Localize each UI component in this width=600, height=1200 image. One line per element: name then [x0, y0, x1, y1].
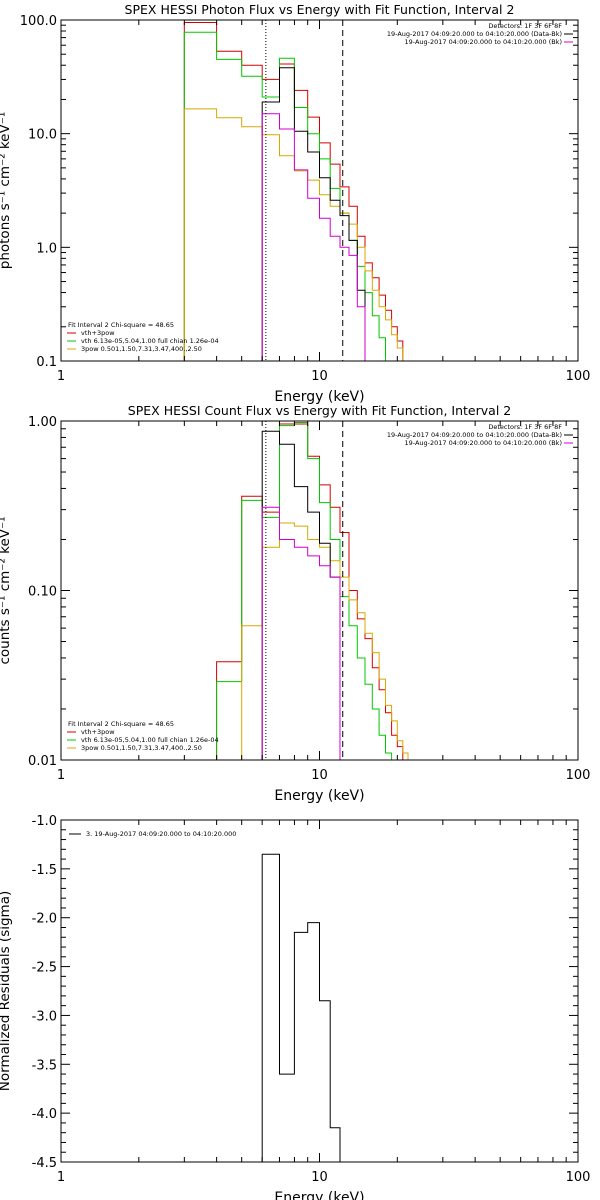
- x-tick-label: 100: [566, 1170, 591, 1185]
- series-black-line: [261, 853, 341, 1162]
- series-green-line: [216, 422, 393, 760]
- y-tick-label: 1.00: [28, 415, 57, 430]
- chart-title: SPEX HESSI Photon Flux vs Energy with Fi…: [125, 2, 515, 17]
- x-tick-label: 1: [57, 369, 65, 384]
- y-tick-label: 1.0: [36, 241, 57, 256]
- y-tick-label: 0.01: [28, 754, 57, 769]
- y-tick-label: 0.10: [28, 585, 57, 600]
- legend-entry: vth+3pow: [81, 329, 115, 337]
- series-green-line: [183, 31, 392, 361]
- x-tick-label: 10: [311, 768, 328, 783]
- legend-entry: 19-Aug-2017 04:09:20.000 to 04:10:20.000…: [405, 38, 562, 46]
- y-tick-label: 10.0: [28, 128, 57, 143]
- x-tick-label: 1: [57, 768, 65, 783]
- legend-entry: 3pow 0.501,1.50,7.31,3.47,400.,2.50: [81, 744, 202, 752]
- y-tick-label: -1.0: [32, 814, 57, 829]
- residuals-panel: 1 10 100 -4.5 -4.0 -3.5 -3.0 -2.5 -2.0 -1.5 -1.0 En…: [0, 814, 590, 1200]
- y-tick-label: 0.1: [36, 355, 57, 370]
- series-red-line: [183, 22, 404, 361]
- legend-entry: vth 6.13e-05,5.04,1.00 full chian 1.26e-…: [81, 736, 219, 744]
- legend-entry: Detectors: 1F 3F 6F 8F: [488, 423, 562, 431]
- series-yellow-line: [241, 522, 423, 760]
- y-tick-label: -3.5: [32, 1058, 57, 1073]
- chart-title: SPEX HESSI Count Flux vs Energy with Fit…: [128, 403, 511, 418]
- plot-area: [261, 853, 341, 1162]
- legend-entry: Fit Interval 2 Chi-square = 48.65: [68, 321, 174, 329]
- y-tick-label: -2.5: [32, 961, 57, 976]
- x-axis-label: Energy (keV): [274, 389, 364, 405]
- series-yellow-line: [183, 108, 408, 361]
- photon-flux-panel: 1 10 100 0.1 1.0 10.0 100.0 SPEX HESSI Photon F…: [0, 2, 590, 405]
- x-tick-label: 100: [566, 369, 591, 384]
- x-axis-label: Energy (keV): [274, 1190, 364, 1200]
- x-axis-label: Energy (keV): [274, 788, 364, 804]
- x-tick-label: 100: [566, 768, 591, 783]
- series-black-line: [261, 430, 349, 760]
- legend-entry: Fit Interval 2 Chi-square = 48.65: [68, 720, 174, 728]
- x-tick-label: 10: [311, 369, 328, 384]
- series-magenta-line: [261, 113, 366, 361]
- y-tick-label: 100.0: [20, 14, 57, 29]
- y-tick-label: -3.0: [32, 1009, 57, 1024]
- legend-entry: 3. 19-Aug-2017 04:09:20.000 to 04:10:20.…: [86, 830, 236, 838]
- legend-entry: Detectors: 1F 3F 6F 8F: [488, 22, 562, 30]
- y-tick-label: -4.5: [32, 1156, 57, 1171]
- y-tick-label: -2.0: [32, 912, 57, 927]
- y-tick-label: -1.5: [32, 863, 57, 878]
- plot-area: [216, 422, 423, 760]
- y-axis-label: Normalized Residuals (sigma): [0, 891, 13, 1092]
- legend-entry: vth 6.13e-05,5.04,1.00 full chian 1.26e-…: [81, 337, 219, 345]
- plot-area: [183, 22, 408, 361]
- legend-entry: 19-Aug-2017 04:09:20.000 to 04:10:20.000…: [387, 431, 562, 439]
- x-tick-label: 1: [57, 1170, 65, 1185]
- legend-entry: 3pow 0.501,1.50,7.31,3.47,400.,2.50: [81, 345, 202, 353]
- legend-entry: 19-Aug-2017 04:09:20.000 to 04:10:20.000…: [405, 439, 562, 447]
- y-axis-label: counts s⁻¹ cm⁻² keV⁻¹: [0, 516, 13, 664]
- series-magenta-line: [261, 506, 349, 760]
- legend-entry: vth+3pow: [81, 728, 115, 736]
- count-flux-panel: 1 10 100 0.01 0.10 1.00 SPEX HESSI Count Flux …: [0, 403, 590, 804]
- y-tick-label: -4.0: [32, 1107, 57, 1122]
- series-black-line: [261, 67, 366, 361]
- x-tick-label: 10: [311, 1170, 328, 1185]
- y-axis-label: photons s⁻¹ cm⁻² keV⁻¹: [0, 112, 13, 270]
- legend-entry: 19-Aug-2017 04:09:20.000 to 04:10:20.000…: [387, 30, 562, 38]
